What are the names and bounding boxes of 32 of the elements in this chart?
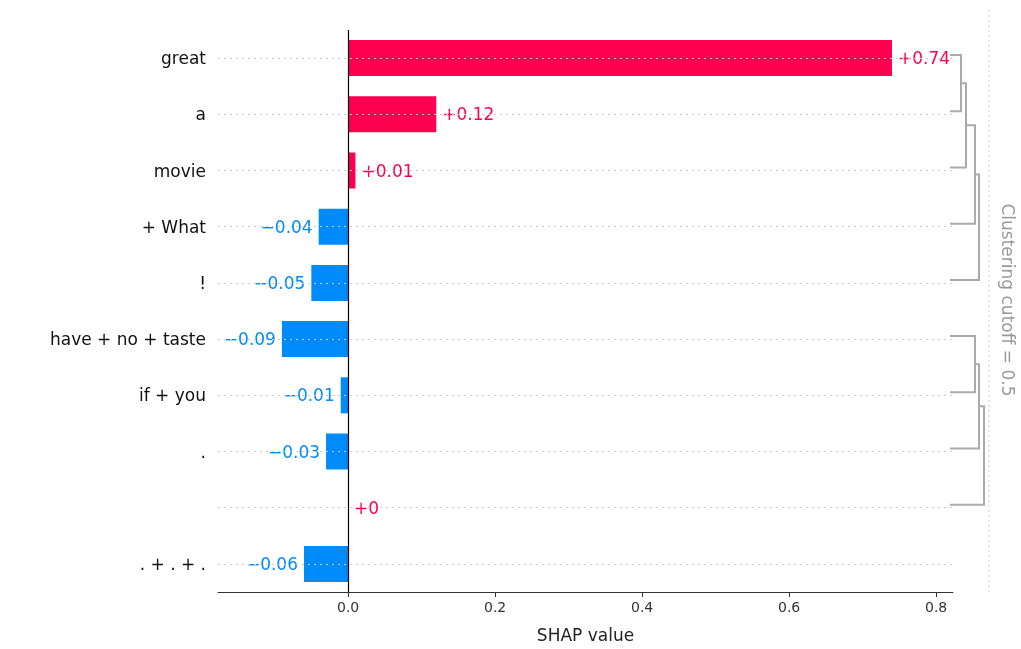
bar — [326, 433, 349, 470]
bar — [348, 40, 892, 77]
bar — [318, 208, 349, 245]
bar — [348, 96, 437, 133]
data-label: −0.03 — [267, 441, 321, 462]
y-tick-label: have + no + taste — [49, 329, 206, 350]
x-tick-label: 0.4 — [630, 599, 654, 615]
x-tick-label: 0.8 — [924, 599, 948, 615]
data-label: −0.09 — [223, 329, 276, 350]
data-label: −0.05 — [253, 272, 306, 293]
bar — [311, 264, 349, 301]
bar — [281, 321, 349, 358]
x-tick-label: 0.6 — [777, 599, 801, 615]
y-tick-label: . + . + . — [139, 553, 206, 574]
x-tick-label: 0.0 — [336, 599, 360, 615]
bar — [340, 377, 349, 414]
x-axis-title: SHAP value — [536, 624, 635, 645]
y-tick-label: + What — [141, 216, 207, 237]
y-tick-label: ! — [199, 272, 206, 293]
y-tick-label: movie — [153, 160, 206, 181]
data-label: −0.04 — [260, 216, 313, 237]
y-tick-label: . — [200, 441, 206, 462]
x-tick-label: 0.2 — [483, 599, 507, 615]
text: Clustering cutoff = 0.5 — [998, 203, 1018, 397]
y-tick-label: great — [161, 48, 207, 69]
data-label: −0.01 — [282, 385, 335, 406]
y-tick-label: if + you — [139, 385, 206, 406]
bar — [304, 545, 349, 582]
data-label: +0 — [354, 497, 380, 518]
y-tick-label: a — [195, 104, 206, 125]
data-label: +0.74 — [897, 48, 951, 69]
data-label: +0.01 — [361, 160, 414, 181]
